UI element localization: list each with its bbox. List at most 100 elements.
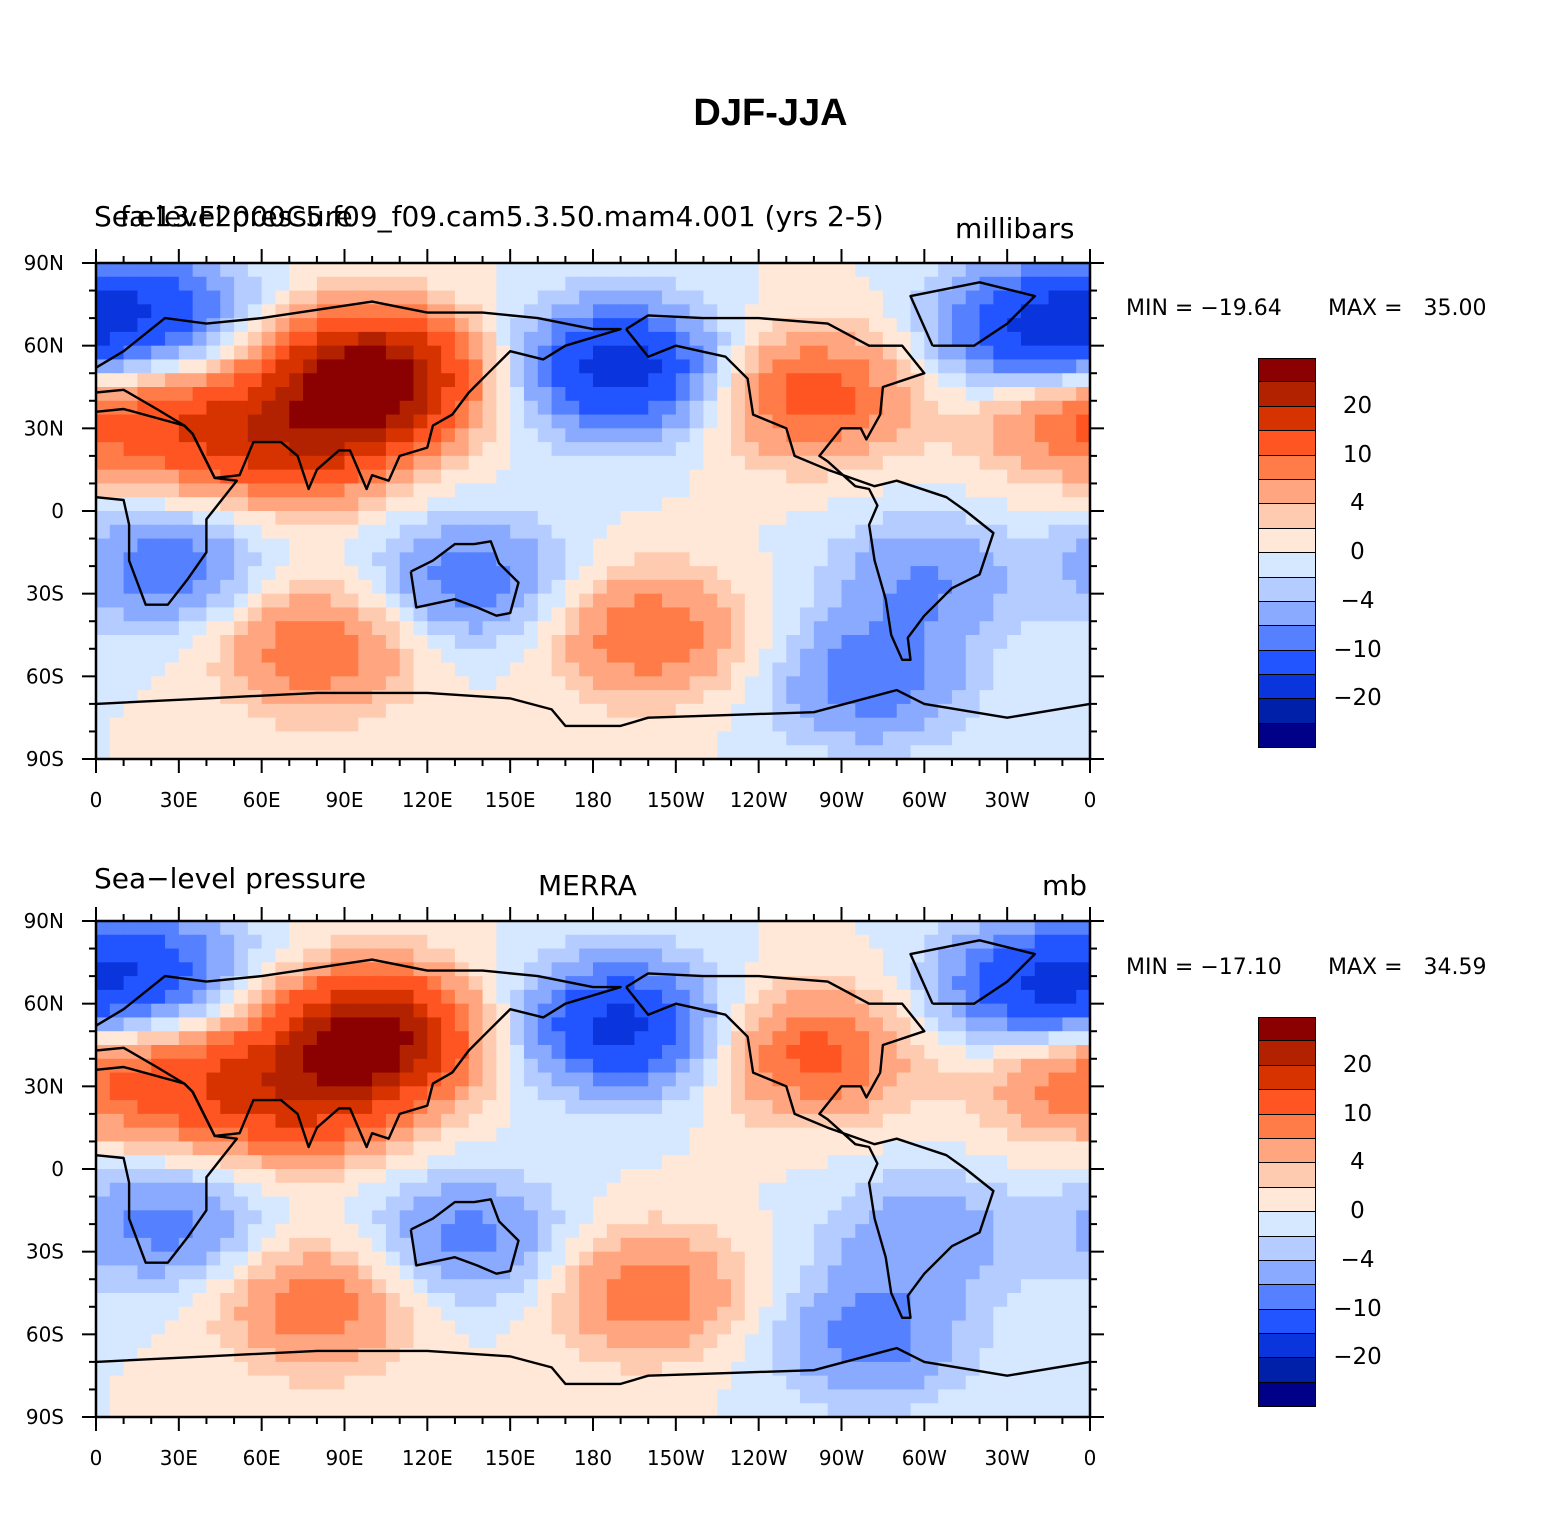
lat-tick-label: 90N xyxy=(24,909,64,933)
lon-tick-label: 60W xyxy=(902,788,947,812)
lon-tick-label: 150W xyxy=(647,788,705,812)
lon-tick-label: 90W xyxy=(819,1446,864,1470)
colorbar-swatch xyxy=(1258,601,1316,627)
colorbar-swatch xyxy=(1258,431,1316,456)
lon-tick-label: 30E xyxy=(160,1446,198,1470)
colorbar-swatch xyxy=(1258,455,1316,480)
lon-tick-label: 90E xyxy=(325,788,363,812)
lat-tick-label: 30S xyxy=(26,582,64,606)
colorbar-swatch xyxy=(1258,699,1316,724)
colorbar-label: 20 xyxy=(1342,1051,1373,1078)
colorbar-frame xyxy=(1258,358,1316,748)
max-value: MAX = 35.00 xyxy=(1328,296,1487,321)
colorbar xyxy=(1258,1017,1316,1408)
colorbar-label: −4 xyxy=(1340,587,1375,614)
colorbar-swatch xyxy=(1258,1138,1316,1164)
lat-tick-label: 60N xyxy=(24,992,64,1016)
lon-tick-label: 90W xyxy=(819,788,864,812)
colorbar-swatch xyxy=(1258,577,1316,602)
lat-tick-label: 90N xyxy=(24,251,64,275)
colorbar-swatch xyxy=(1258,675,1316,700)
colorbar xyxy=(1258,358,1316,749)
max-value: MAX = 34.59 xyxy=(1328,955,1487,980)
coastlines xyxy=(95,281,1091,728)
colorbar-label: 20 xyxy=(1342,392,1373,419)
colorbar-swatch xyxy=(1258,1260,1316,1286)
colorbar-label: −20 xyxy=(1333,1344,1382,1371)
colorbar-swatch xyxy=(1258,626,1316,651)
lon-tick-label: 60E xyxy=(243,1446,281,1470)
colorbar-swatch xyxy=(1258,1212,1316,1237)
min-value: MIN = −17.10 xyxy=(1126,955,1282,980)
colorbar-swatch xyxy=(1258,1187,1316,1213)
figure-title: DJF-JJA xyxy=(693,92,848,134)
colorbar-swatch xyxy=(1258,382,1316,407)
colorbar-label: −10 xyxy=(1333,1295,1382,1322)
colorbar-swatch xyxy=(1258,1334,1316,1359)
lat-tick-label: 60S xyxy=(26,664,64,688)
lon-tick-label: 180 xyxy=(574,788,612,812)
lon-tick-label: 30W xyxy=(985,1446,1030,1470)
lat-tick-label: 0 xyxy=(51,1157,64,1181)
panel-units-label: millibars xyxy=(955,212,1075,245)
colorbar-swatch xyxy=(1258,723,1316,749)
model-panel: 90N 60N 30N 0 30S 60S 90S 0 30E 60E 90E 120E 150E 180… xyxy=(0,0,1541,812)
lat-tick-label: 30S xyxy=(26,1240,64,1264)
colorbar-swatch xyxy=(1258,1090,1316,1115)
colorbar-swatch xyxy=(1258,1163,1316,1188)
colorbar-swatch xyxy=(1258,1065,1316,1091)
colorbar-frame xyxy=(1258,1017,1316,1407)
axis-ticks xyxy=(82,907,1104,1431)
colorbar-label: 10 xyxy=(1342,1100,1373,1127)
merra-panel: 90N 60N 30N 0 30S 60S 90S 0 30E 60E 90E 120E 150E 180… xyxy=(0,0,1541,1470)
lon-tick-label: 30W xyxy=(985,788,1030,812)
lat-tick-label: 30N xyxy=(24,1074,64,1098)
colorbar-label: −20 xyxy=(1333,685,1382,712)
lat-tick-label: 60N xyxy=(24,334,64,358)
lat-tick-label: 60S xyxy=(26,1322,64,1346)
panel-left-label: Sea-level pressure xyxy=(94,200,353,233)
lat-tick-label: 0 xyxy=(51,499,64,523)
axis-ticks xyxy=(82,249,1104,773)
panel-units-label: mb xyxy=(1042,869,1088,902)
lon-tick-label: 90E xyxy=(325,1446,363,1470)
lon-tick-label: 150W xyxy=(647,1446,705,1470)
lon-tick-label: 0 xyxy=(90,788,103,812)
colorbar-swatch xyxy=(1258,504,1316,529)
lon-tick-label: 180 xyxy=(574,1446,612,1470)
lon-tick-label: 120W xyxy=(730,1446,788,1470)
colorbar-swatch xyxy=(1258,1236,1316,1261)
colorbar-swatch xyxy=(1258,528,1316,554)
lon-tick-label: 30E xyxy=(160,788,198,812)
colorbar-label: 0 xyxy=(1350,539,1365,565)
lon-tick-label: 150E xyxy=(485,788,536,812)
colorbar-label: 4 xyxy=(1350,1149,1365,1176)
lat-tick-label: 90S xyxy=(26,747,64,771)
colorbar-swatch xyxy=(1258,650,1316,676)
panel-left-label: Sea−level pressure xyxy=(94,862,367,895)
lon-tick-label: 60E xyxy=(243,788,281,812)
lon-tick-label: 0 xyxy=(1084,1446,1097,1470)
panel-center-label: f.e13.F2000C5.f09_f09.cam5.3.50.mam4.001… xyxy=(120,200,884,233)
lat-tick-label: 90S xyxy=(26,1405,64,1429)
colorbar-swatch xyxy=(1258,358,1316,383)
lon-tick-label: 150E xyxy=(485,1446,536,1470)
colorbar-label: −4 xyxy=(1340,1246,1375,1273)
lon-tick-label: 0 xyxy=(1084,788,1097,812)
colorbar-label: 10 xyxy=(1342,441,1373,468)
colorbar-swatch xyxy=(1258,1017,1316,1042)
colorbar-swatch xyxy=(1258,406,1316,432)
slp-field xyxy=(96,263,1091,760)
coastlines xyxy=(95,939,1091,1386)
colorbar-swatch xyxy=(1258,1114,1316,1139)
colorbar-swatch xyxy=(1258,1358,1316,1383)
lon-tick-label: 120W xyxy=(730,788,788,812)
colorbar-swatch xyxy=(1258,1041,1316,1066)
colorbar-swatch xyxy=(1258,1309,1316,1335)
panel-center-label: MERRA xyxy=(538,869,637,902)
lat-tick-label: 30N xyxy=(24,416,64,440)
colorbar-label: 0 xyxy=(1350,1198,1365,1224)
lon-tick-label: 60W xyxy=(902,1446,947,1470)
min-value: MIN = −19.64 xyxy=(1126,296,1282,321)
